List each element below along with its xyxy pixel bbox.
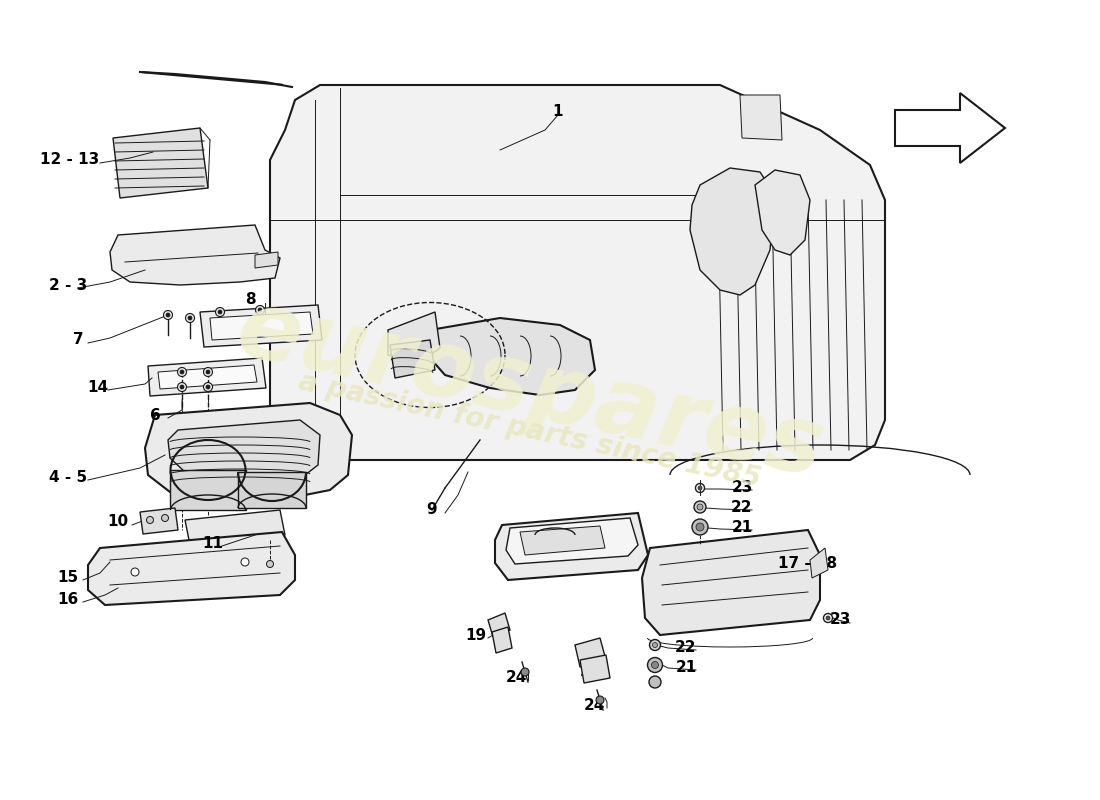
Polygon shape — [755, 170, 810, 255]
Circle shape — [648, 658, 662, 673]
Circle shape — [186, 314, 195, 322]
Polygon shape — [210, 312, 313, 340]
Text: 11: 11 — [202, 535, 223, 550]
Circle shape — [204, 382, 212, 391]
Polygon shape — [388, 312, 440, 362]
Text: 20: 20 — [580, 665, 601, 679]
Polygon shape — [185, 510, 285, 545]
Text: 14: 14 — [87, 381, 109, 395]
Text: 17 - 18: 17 - 18 — [779, 557, 837, 571]
Polygon shape — [270, 85, 886, 460]
Circle shape — [596, 696, 604, 704]
Circle shape — [649, 676, 661, 688]
Circle shape — [177, 367, 187, 377]
Text: 21: 21 — [675, 661, 696, 675]
Circle shape — [696, 523, 704, 531]
Text: 1: 1 — [552, 105, 563, 119]
Text: 7: 7 — [73, 333, 84, 347]
Circle shape — [164, 310, 173, 319]
Circle shape — [166, 313, 170, 317]
Polygon shape — [168, 420, 320, 478]
Polygon shape — [810, 548, 828, 578]
Text: 24: 24 — [505, 670, 527, 686]
Text: 21: 21 — [732, 519, 752, 534]
Text: 22: 22 — [675, 641, 696, 655]
Polygon shape — [140, 508, 178, 534]
Text: 23: 23 — [829, 613, 850, 627]
Text: 2 - 3: 2 - 3 — [48, 278, 87, 293]
Text: 19: 19 — [465, 627, 486, 642]
Circle shape — [695, 483, 704, 493]
Text: 8: 8 — [244, 293, 255, 307]
Circle shape — [180, 385, 184, 389]
Text: 4 - 5: 4 - 5 — [48, 470, 87, 486]
Polygon shape — [690, 168, 776, 295]
Circle shape — [146, 517, 154, 523]
Polygon shape — [390, 340, 435, 378]
Circle shape — [162, 514, 168, 522]
Circle shape — [698, 486, 702, 490]
Circle shape — [255, 306, 264, 314]
Text: 12 - 13: 12 - 13 — [41, 153, 100, 167]
Polygon shape — [110, 225, 280, 285]
Circle shape — [826, 616, 830, 620]
Circle shape — [521, 668, 529, 676]
Polygon shape — [575, 638, 606, 667]
Text: 16: 16 — [57, 593, 78, 607]
Circle shape — [206, 370, 210, 374]
Text: 9: 9 — [427, 502, 438, 518]
Polygon shape — [148, 358, 266, 396]
Text: 10: 10 — [108, 514, 129, 530]
Text: eurospares: eurospares — [228, 283, 832, 497]
Circle shape — [204, 367, 212, 377]
Polygon shape — [430, 318, 595, 395]
Polygon shape — [158, 365, 257, 389]
Polygon shape — [488, 613, 510, 637]
Text: 15: 15 — [57, 570, 78, 586]
Polygon shape — [642, 530, 820, 635]
Polygon shape — [492, 627, 512, 653]
Text: a passion for parts since 1985: a passion for parts since 1985 — [296, 367, 763, 493]
Polygon shape — [506, 518, 638, 564]
Polygon shape — [495, 513, 648, 580]
Circle shape — [188, 316, 192, 320]
Circle shape — [218, 310, 222, 314]
Circle shape — [651, 662, 659, 669]
Text: 24: 24 — [583, 698, 605, 714]
Circle shape — [697, 504, 703, 510]
Text: 14: 14 — [519, 535, 540, 550]
Polygon shape — [520, 526, 605, 555]
Circle shape — [258, 308, 262, 312]
Polygon shape — [255, 252, 278, 268]
Text: 6: 6 — [150, 407, 161, 422]
Circle shape — [216, 307, 224, 317]
Polygon shape — [238, 472, 306, 508]
Circle shape — [649, 639, 660, 650]
Circle shape — [694, 501, 706, 513]
Polygon shape — [88, 532, 295, 605]
Circle shape — [206, 385, 210, 389]
Text: 22: 22 — [732, 499, 752, 514]
Circle shape — [177, 382, 187, 391]
Circle shape — [692, 519, 708, 535]
Polygon shape — [145, 403, 352, 500]
Polygon shape — [113, 128, 208, 198]
Polygon shape — [200, 305, 322, 347]
Polygon shape — [740, 95, 782, 140]
Circle shape — [652, 642, 658, 647]
Polygon shape — [580, 655, 611, 683]
Text: 23: 23 — [732, 479, 752, 494]
Circle shape — [180, 370, 184, 374]
Circle shape — [241, 558, 249, 566]
Circle shape — [131, 568, 139, 576]
Polygon shape — [895, 93, 1005, 163]
Circle shape — [824, 614, 833, 622]
Circle shape — [266, 561, 274, 567]
Polygon shape — [170, 470, 246, 510]
